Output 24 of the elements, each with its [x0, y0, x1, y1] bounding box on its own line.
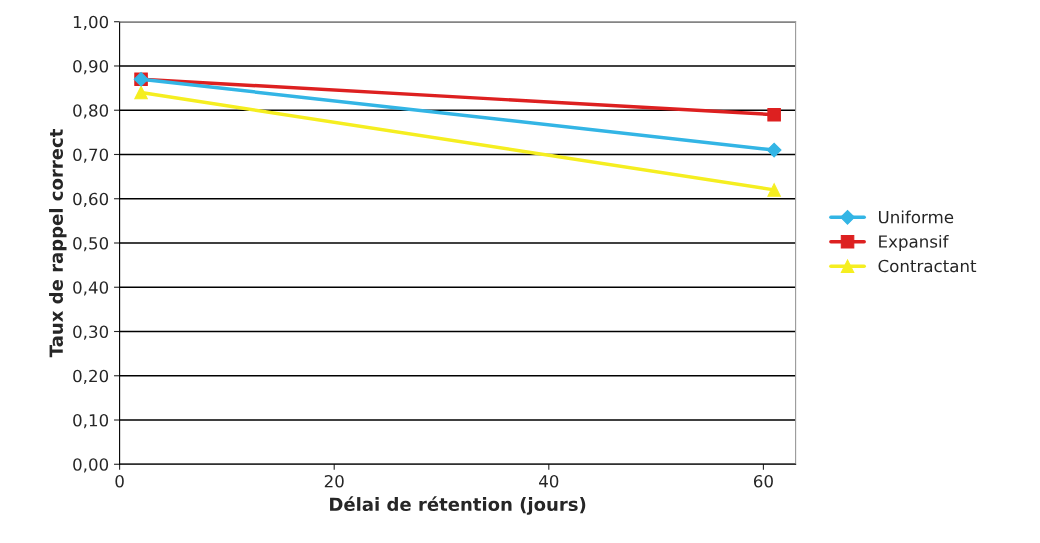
y-tick-label: 0,30	[73, 325, 109, 340]
y-tick-label: 0,20	[73, 369, 109, 385]
legend-label: Contractant	[878, 259, 977, 273]
point	[767, 107, 781, 122]
x-tick-label: 0	[115, 474, 124, 488]
y-tick-label: 0,50	[73, 236, 109, 252]
y-tick-label: 1,00	[73, 15, 109, 30]
y-tick-label: 0,10	[73, 413, 109, 429]
point	[766, 142, 782, 158]
y-tick-label: 0,40	[73, 281, 109, 296]
x-tick-label: 40	[539, 474, 559, 488]
y-tick-label: 0,80	[73, 104, 109, 119]
y-tick-label: 0,70	[73, 148, 109, 163]
y-tick-label: 0,60	[73, 192, 109, 208]
legend-label: Uniforme	[878, 210, 954, 224]
x-tick-label: 20	[324, 474, 344, 488]
point	[767, 183, 781, 197]
point	[134, 85, 148, 100]
legend-label: Expansif	[879, 234, 949, 252]
y-tick-label: 0,00	[73, 458, 109, 473]
y-tick-label: 0,90	[73, 59, 109, 75]
y-axis-title: Taux de rappel correct	[49, 129, 67, 358]
x-axis-title: Délai de rétention (jours)	[330, 496, 586, 515]
x-tick-label: 60	[753, 474, 773, 488]
